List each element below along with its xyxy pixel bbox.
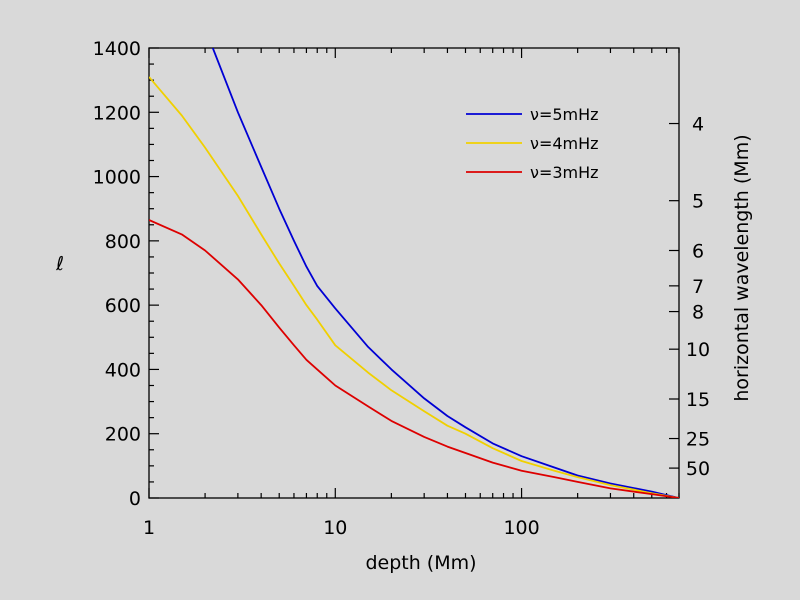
series-line-2 (149, 76, 679, 498)
y-axis-label: ℓ (55, 253, 64, 275)
right-axis-tick-label: 6 (692, 241, 704, 263)
y-tick-label: 1000 (93, 167, 141, 189)
series-line-1 (211, 48, 679, 498)
right-axis-label: horizontal wavelength (Mm) (731, 134, 753, 401)
right-axis-tick-label: 25 (686, 429, 710, 451)
y-tick-label: 1200 (93, 102, 141, 124)
right-axis-tick-label: 50 (686, 458, 710, 480)
x-tick-label: 10 (323, 517, 347, 539)
right-axis-ticks: 4 5 6 7 8 10 15 25 50 (669, 114, 710, 480)
right-axis-tick-label: 15 (686, 389, 710, 411)
y-tick-label: 600 (105, 295, 141, 317)
y-tick-label: 0 (129, 488, 141, 510)
y-tick-label: 1400 (93, 38, 141, 60)
series-lines (149, 48, 679, 498)
plot-frame (148, 47, 680, 499)
right-axis-tick-label: 5 (692, 191, 704, 213)
legend-entry-label: ν=3mHz (530, 163, 599, 182)
legend-entry-label: ν=4mHz (530, 134, 599, 153)
x-tick-label: 1 (143, 517, 155, 539)
y-axis-ticks: 0 200 400 600 800 1000 1200 1400 (93, 38, 159, 510)
x-axis-label: depth (Mm) (365, 552, 476, 574)
y-tick-label: 400 (105, 359, 141, 381)
legend-entry-label: ν=5mHz (530, 105, 599, 124)
legend: ν=5mHz ν=4mHz ν=3mHz (466, 105, 599, 182)
x-axis-ticks: 1 10 100 (143, 48, 680, 539)
y-tick-label: 200 (105, 424, 141, 446)
right-axis-tick-label: 8 (692, 302, 704, 324)
y-tick-label: 800 (105, 231, 141, 253)
series-line-3 (149, 219, 679, 498)
x-tick-label: 100 (503, 517, 539, 539)
right-axis-tick-label: 10 (686, 339, 710, 361)
right-axis-tick-label: 4 (692, 114, 704, 136)
right-axis-tick-label: 7 (692, 276, 704, 298)
